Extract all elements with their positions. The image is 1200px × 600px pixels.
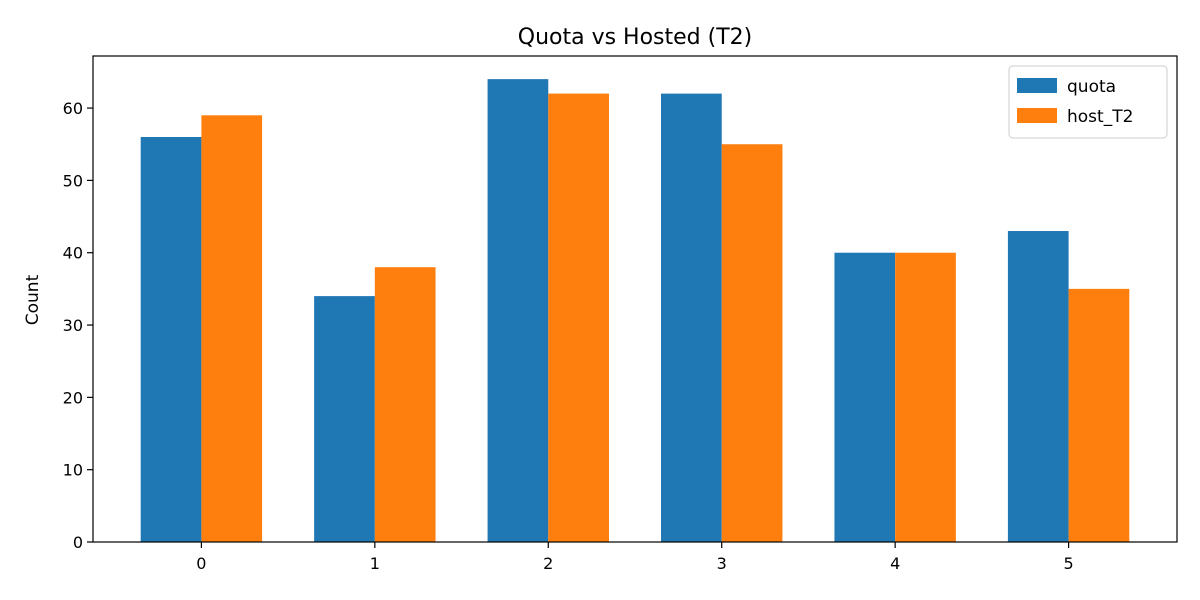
legend-label-host_T2: host_T2 [1067,107,1133,127]
plot-area: 0 10 20 30 40 50 60 0 1 2 3 4 5 [63,55,1178,573]
bar-host_T2-4 [895,252,956,542]
legend-swatch-host_T2 [1017,108,1057,123]
bar-host_T2-3 [721,144,783,542]
y-tick-label: 50 [63,171,83,190]
bar-host_T2-2 [548,93,609,542]
bar-quota-3 [661,93,722,542]
y-tick-label: 0 [73,533,83,552]
axes-frame [92,55,1178,543]
bar-quota-5 [1007,231,1069,542]
bar-host_T2-0 [201,115,263,542]
y-tick-label: 30 [63,316,83,335]
x-tick-label: 0 [196,554,206,573]
bar-quota-0 [140,137,202,542]
x-tick-label: 1 [370,554,380,573]
y-tick-label: 10 [63,461,83,480]
legend-label-quota: quota [1067,77,1116,97]
bar-host_T2-5 [1068,288,1130,542]
bar-quota-4 [834,252,896,542]
bar-quota-2 [487,79,549,543]
y-axis-label: Count [23,274,43,325]
x-tick-label: 4 [890,554,900,573]
bar-quota-1 [314,296,375,542]
y-tick-label: 60 [63,99,83,118]
y-tick-label: 20 [63,388,83,407]
x-tick-label: 2 [543,554,553,573]
chart-title: Quota vs Hosted (T2) [518,25,752,50]
x-tick-label: 5 [1064,554,1074,573]
x-tick-label: 3 [717,554,727,573]
legend-swatch-quota [1017,78,1057,93]
legend: quota host_T2 [1008,65,1168,139]
y-tick-label: 40 [63,244,83,263]
bar-host_T2-1 [374,267,436,542]
